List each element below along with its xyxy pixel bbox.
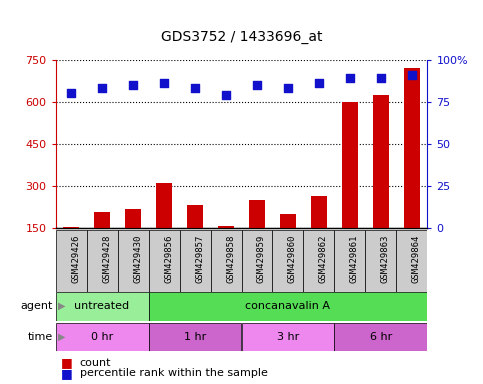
Bar bbox=[117, 230, 149, 292]
Text: percentile rank within the sample: percentile rank within the sample bbox=[80, 368, 268, 379]
Text: GSM429856: GSM429856 bbox=[164, 235, 173, 283]
Text: time: time bbox=[28, 332, 53, 342]
Text: agent: agent bbox=[21, 301, 53, 311]
Text: 6 hr: 6 hr bbox=[370, 332, 392, 342]
Text: ■: ■ bbox=[60, 367, 72, 380]
Bar bbox=[373, 95, 389, 271]
Point bbox=[191, 85, 199, 91]
Bar bbox=[303, 230, 334, 292]
Bar bbox=[149, 292, 427, 321]
Text: GSM429857: GSM429857 bbox=[195, 235, 204, 283]
Bar bbox=[156, 184, 172, 271]
Point bbox=[253, 82, 261, 88]
Bar bbox=[249, 200, 265, 271]
Text: GSM429861: GSM429861 bbox=[350, 235, 359, 283]
Bar bbox=[342, 102, 358, 271]
Bar bbox=[272, 230, 303, 292]
Text: GSM429864: GSM429864 bbox=[412, 235, 421, 283]
Text: untreated: untreated bbox=[74, 301, 129, 311]
Text: GSM429862: GSM429862 bbox=[319, 235, 328, 283]
Text: GSM429859: GSM429859 bbox=[257, 235, 266, 283]
Bar bbox=[242, 230, 272, 292]
Point bbox=[346, 75, 354, 81]
Bar bbox=[218, 226, 234, 271]
Point bbox=[98, 85, 106, 91]
Bar bbox=[125, 209, 141, 271]
Text: 0 hr: 0 hr bbox=[91, 332, 113, 342]
Bar bbox=[56, 230, 86, 292]
Bar bbox=[63, 227, 79, 271]
Point bbox=[129, 82, 137, 88]
Point bbox=[315, 80, 323, 86]
Point bbox=[222, 92, 230, 98]
Bar bbox=[149, 230, 180, 292]
Text: 1 hr: 1 hr bbox=[184, 332, 206, 342]
Text: GSM429426: GSM429426 bbox=[71, 235, 80, 283]
Bar bbox=[334, 323, 427, 351]
Point bbox=[160, 80, 168, 86]
Point bbox=[377, 75, 385, 81]
Bar bbox=[334, 230, 366, 292]
Point bbox=[408, 72, 416, 78]
Bar bbox=[149, 323, 242, 351]
Point bbox=[67, 90, 75, 96]
Bar bbox=[211, 230, 242, 292]
Bar bbox=[94, 212, 110, 271]
Text: ▶: ▶ bbox=[58, 301, 66, 311]
Bar bbox=[180, 230, 211, 292]
Text: GSM429430: GSM429430 bbox=[133, 235, 142, 283]
Bar bbox=[86, 230, 117, 292]
Bar bbox=[56, 323, 149, 351]
Bar bbox=[280, 214, 296, 271]
Bar bbox=[56, 292, 149, 321]
Text: concanavalin A: concanavalin A bbox=[245, 301, 330, 311]
Text: GSM429860: GSM429860 bbox=[288, 235, 297, 283]
Bar bbox=[397, 230, 427, 292]
Text: ▶: ▶ bbox=[58, 332, 66, 342]
Text: GDS3752 / 1433696_at: GDS3752 / 1433696_at bbox=[161, 30, 322, 44]
Text: count: count bbox=[80, 358, 111, 368]
Bar bbox=[311, 196, 327, 271]
Text: 3 hr: 3 hr bbox=[277, 332, 299, 342]
Point bbox=[284, 85, 292, 91]
Text: GSM429858: GSM429858 bbox=[226, 235, 235, 283]
Bar bbox=[242, 323, 334, 351]
Bar bbox=[366, 230, 397, 292]
Bar bbox=[404, 68, 420, 271]
Text: GSM429863: GSM429863 bbox=[381, 235, 390, 283]
Text: GSM429428: GSM429428 bbox=[102, 235, 111, 283]
Text: ■: ■ bbox=[60, 356, 72, 369]
Bar bbox=[187, 205, 203, 271]
